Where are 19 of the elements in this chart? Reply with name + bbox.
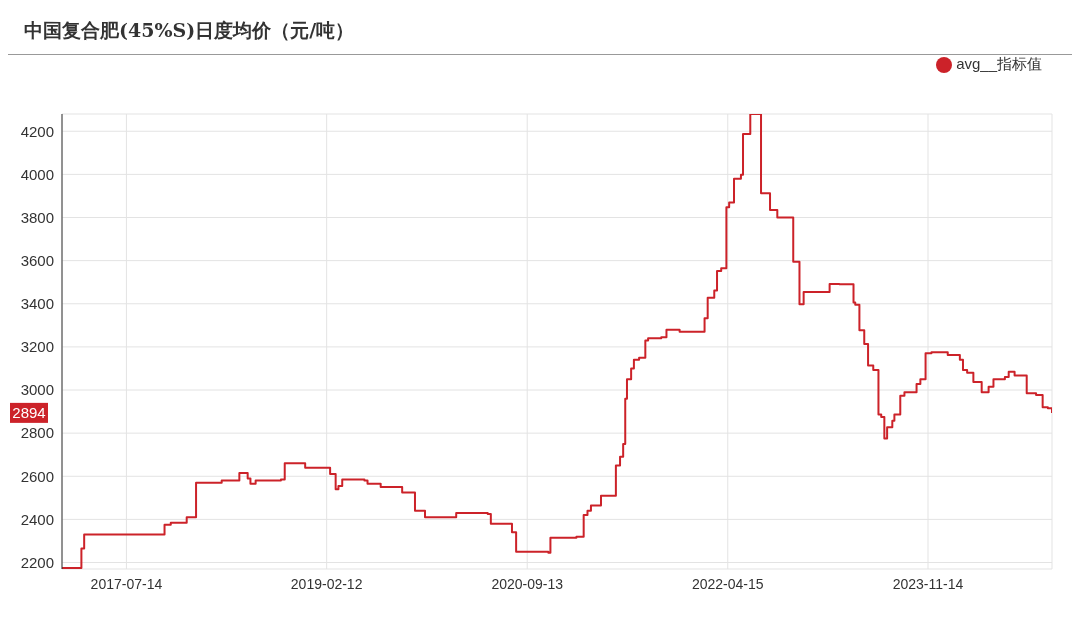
- y-tick-label: 3400: [20, 295, 54, 313]
- y-tick-label: 3000: [20, 381, 54, 399]
- x-tick-label: 2022-04-15: [691, 576, 764, 592]
- y-tick-label: 2400: [20, 510, 54, 528]
- y-tick-label: 2600: [20, 467, 54, 485]
- y-tick-label: 4000: [20, 165, 54, 183]
- y-tick-label: 4200: [20, 122, 54, 140]
- legend-label: avg__指标值: [956, 55, 1042, 72]
- chart-title: 中国复合肥(45%S)日度均价（元/吨）: [8, 8, 1072, 55]
- x-tick-label: 2017-07-14: [90, 576, 163, 592]
- x-tick-label: 2020-09-13: [491, 576, 564, 592]
- x-tick-label: 2019-02-12: [290, 576, 363, 592]
- y-tick-label: 3600: [20, 251, 54, 269]
- y-tick-label: 2800: [20, 424, 54, 442]
- y-tick-label: 2200: [20, 553, 54, 571]
- y-tick-label: 3800: [20, 208, 54, 226]
- text: 2894: [12, 403, 46, 421]
- y-tick-label: 3200: [20, 338, 54, 356]
- x-tick-label: 2023-11-14: [892, 576, 964, 592]
